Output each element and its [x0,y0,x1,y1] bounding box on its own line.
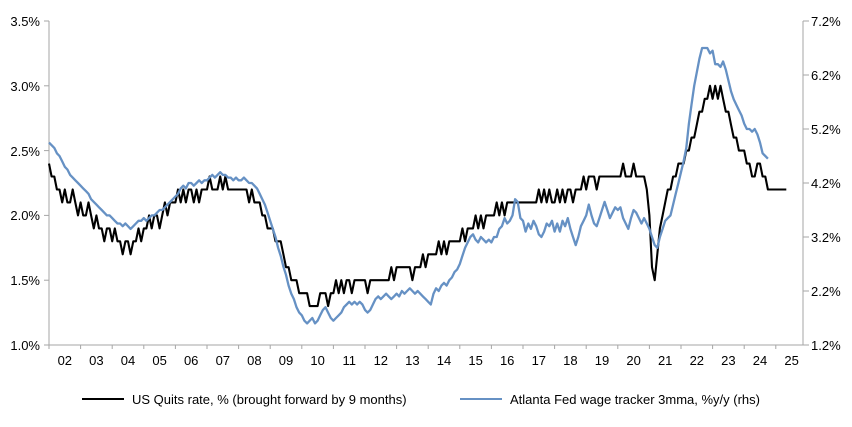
quits-rate-line [47,84,787,308]
x-tick-label: 05 [152,353,167,368]
right-tick-label: 4.2% [811,176,841,191]
x-tick-label: 06 [183,353,199,368]
x-tick-label: 16 [499,353,515,368]
quits-line-swatch [82,398,124,400]
right-tick-label: 3.2% [811,230,841,245]
left-tick-label: 1.5% [10,273,40,289]
legend-item-wage-tracker: Atlanta Fed wage tracker 3mma, %y/y (rhs… [460,391,760,407]
right-tick-label: 7.2% [811,14,841,29]
x-tick-label: 24 [752,353,768,368]
x-tick-label: 03 [89,353,104,368]
x-tick-label: 10 [310,353,325,368]
legend-label-quits: US Quits rate, % (brought forward by 9 m… [132,391,407,407]
legend-label-wage-tracker: Atlanta Fed wage tracker 3mma, %y/y (rhs… [510,391,760,407]
x-tick-label: 04 [120,353,136,368]
x-tick-label: 13 [405,353,420,368]
wage-tracker-line-swatch [460,398,502,400]
x-tick-label: 07 [215,353,231,368]
x-tick-label: 08 [247,353,262,368]
x-tick-label: 15 [468,353,483,368]
x-tick-label: 25 [784,353,799,368]
right-tick-label: 6.2% [811,68,841,83]
x-tick-label: 17 [531,353,547,368]
right-tick-label: 5.2% [811,122,841,137]
x-tick-label: 12 [373,353,389,368]
x-tick-label: 14 [436,353,452,368]
left-tick-label: 3.0% [10,78,40,94]
wage-tracker-line [48,46,769,325]
x-tick-label: 02 [57,353,73,368]
left-tick-label: 2.0% [10,208,40,224]
x-tick-label: 22 [689,353,705,368]
legend-item-quits: US Quits rate, % (brought forward by 9 m… [82,391,407,407]
x-tick-label: 21 [657,353,673,368]
left-tick-label: 3.5% [10,14,40,29]
right-tick-label: 1.2% [811,338,841,353]
x-tick-label: 18 [563,353,578,368]
left-tick-label: 2.5% [10,143,40,159]
x-tick-label: 11 [342,353,356,368]
left-tick-label: 1.0% [10,338,40,353]
x-tick-label: 19 [594,353,610,368]
x-tick-label: 20 [626,353,641,368]
x-tick-label: 23 [721,353,736,368]
right-tick-label: 2.2% [811,284,841,299]
x-tick-label: 09 [278,353,294,368]
